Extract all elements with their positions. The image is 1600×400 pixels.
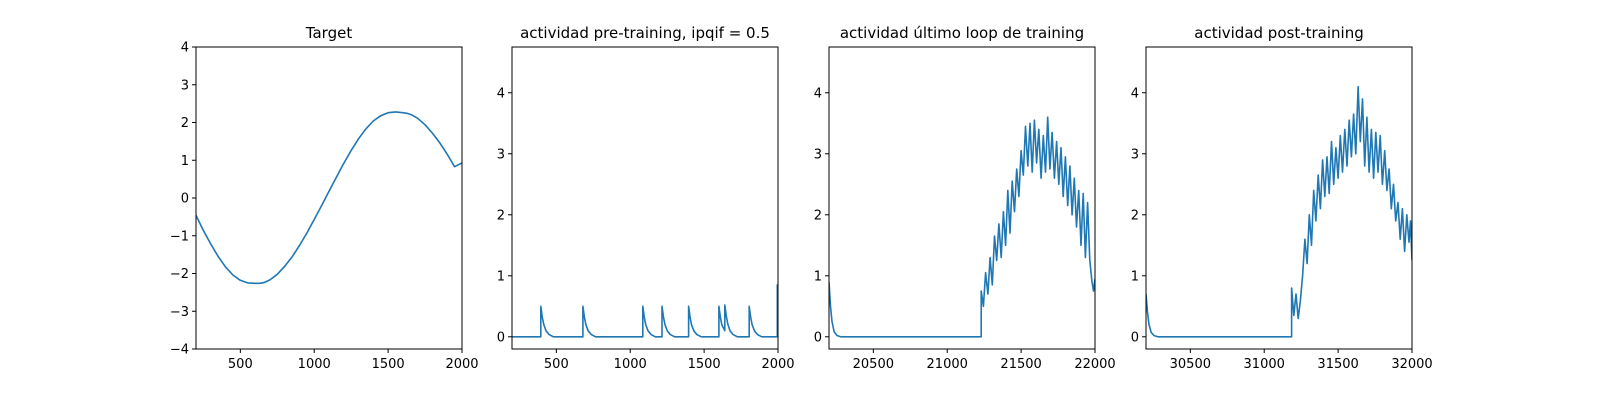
y-tick-label: 3 <box>497 147 505 162</box>
x-tick-label: 31000 <box>1244 357 1285 372</box>
y-tick-label: 2 <box>181 116 189 131</box>
chart-title: actividad post-training <box>1194 24 1363 42</box>
y-tick-label: 2 <box>1131 208 1139 223</box>
x-tick-label: 1500 <box>372 357 405 372</box>
x-tick-label: 500 <box>228 357 253 372</box>
y-tick-label: 2 <box>814 208 822 223</box>
subplot-last-training-loop: 20500 21000 21500 22000 0 1 2 3 4 actividad últim… <box>814 24 1116 372</box>
series-line <box>1146 85 1412 338</box>
y-tick-label: 4 <box>1131 86 1139 101</box>
axes-frame <box>195 46 463 350</box>
y-tick-label: 4 <box>181 41 189 56</box>
x-tick-label: 31500 <box>1317 357 1358 372</box>
axes-frame <box>828 46 1096 350</box>
y-tick-label: 1 <box>814 269 822 284</box>
y-tick-label: 3 <box>181 78 189 93</box>
y-tick-label: 4 <box>497 86 505 101</box>
x-tick-label: 2000 <box>761 357 794 372</box>
x-tick-label: 21000 <box>927 357 968 372</box>
x-tick-label: 32000 <box>1391 357 1432 372</box>
series-line <box>196 111 462 285</box>
subplot-post-training: 30500 31000 31500 32000 0 1 2 3 4 actividad post-… <box>1131 24 1433 372</box>
y-tick-label: 4 <box>814 86 822 101</box>
x-tick-label: 30500 <box>1170 357 1211 372</box>
x-tick-label: 1500 <box>688 357 721 372</box>
series-line <box>512 284 778 338</box>
x-tick-label: 20500 <box>853 357 894 372</box>
chart-title: Target <box>305 24 353 42</box>
y-tick-label: 0 <box>814 330 822 345</box>
y-tick-label: 2 <box>497 208 505 223</box>
series-line <box>829 116 1095 338</box>
y-tick-label: −1 <box>170 229 189 244</box>
y-tick-label: 1 <box>1131 269 1139 284</box>
x-tick-label: 22000 <box>1074 357 1115 372</box>
chart-title: actividad último loop de training <box>840 24 1084 42</box>
y-tick-label: 3 <box>814 147 822 162</box>
y-tick-label: 0 <box>181 192 189 207</box>
y-tick-label: −3 <box>170 305 189 320</box>
chart-title: actividad pre-training, ipqif = 0.5 <box>520 24 770 42</box>
axes-frame <box>511 46 779 350</box>
axes-frame <box>1145 46 1413 350</box>
y-tick-label: 0 <box>1131 330 1139 345</box>
subplot-target: 500 1000 1500 2000 −4 −3 −2 −1 0 1 2 3 4 Target <box>170 24 479 372</box>
x-tick-label: 1000 <box>614 357 647 372</box>
x-tick-label: 500 <box>544 357 569 372</box>
y-tick-label: 3 <box>1131 147 1139 162</box>
x-tick-label: 1000 <box>298 357 331 372</box>
y-tick-label: 1 <box>181 154 189 169</box>
x-tick-label: 2000 <box>445 357 478 372</box>
x-tick-label: 21500 <box>1000 357 1041 372</box>
y-tick-label: −4 <box>170 343 189 358</box>
y-tick-label: 0 <box>497 330 505 345</box>
y-tick-label: 1 <box>497 269 505 284</box>
subplot-pre-training: 500 1000 1500 2000 0 1 2 3 4 actividad pre-traini… <box>497 24 795 372</box>
y-tick-label: −2 <box>170 267 189 282</box>
